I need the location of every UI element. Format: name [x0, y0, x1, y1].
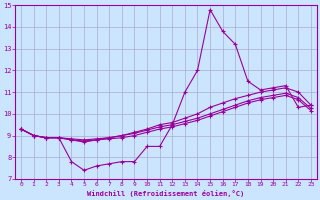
X-axis label: Windchill (Refroidissement éolien,°C): Windchill (Refroidissement éolien,°C)	[87, 190, 244, 197]
